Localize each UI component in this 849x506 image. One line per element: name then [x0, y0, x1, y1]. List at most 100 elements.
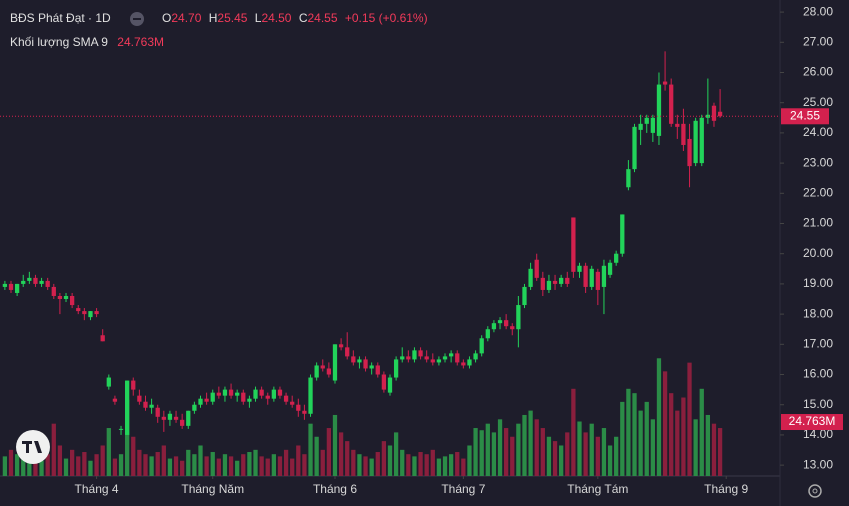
- volume-bar: [540, 428, 545, 476]
- volume-legend: Khối lượng SMA 9 24.763M: [10, 35, 164, 49]
- volume-bar: [571, 388, 576, 476]
- logo-part: [26, 441, 29, 453]
- candle-body: [504, 320, 509, 327]
- candle-body: [662, 81, 668, 85]
- candle-body: [210, 392, 215, 402]
- y-tick-label: 25.00: [803, 95, 833, 109]
- candle-body: [436, 359, 442, 363]
- volume-bar: [436, 458, 442, 476]
- tv-logo[interactable]: [16, 430, 50, 464]
- volume-bar: [14, 454, 20, 476]
- candle-body: [277, 389, 283, 396]
- candle-body: [290, 401, 295, 405]
- volume-bar: [687, 362, 692, 476]
- candle-body: [705, 114, 711, 118]
- candle-body: [173, 416, 179, 420]
- plot-area: [2, 51, 723, 476]
- volume-bar: [393, 432, 399, 476]
- volume-sma-tag: [781, 414, 843, 431]
- volume-bar: [461, 458, 466, 476]
- y-tick-label: 21.00: [803, 216, 833, 230]
- volume-bar: [216, 458, 221, 476]
- candle-body: [418, 350, 423, 357]
- volume-bar: [2, 456, 8, 476]
- candle-body: [198, 398, 203, 405]
- y-tick-label: 18.00: [803, 306, 833, 320]
- candle-body: [369, 365, 374, 369]
- volume-bar: [247, 452, 252, 476]
- candle-body: [51, 286, 56, 296]
- volume-bar: [290, 458, 295, 476]
- y-tick-label: 16.00: [803, 367, 833, 381]
- volume-bar: [644, 401, 649, 476]
- change: +0.15 (+0.61%): [345, 11, 428, 25]
- volume-bar: [253, 449, 258, 476]
- candle-body: [314, 365, 319, 378]
- gear: [808, 484, 822, 498]
- settings-icon[interactable]: [808, 484, 822, 498]
- candle-body: [669, 84, 674, 124]
- candle-body: [442, 356, 448, 360]
- candle-body: [430, 359, 435, 363]
- candle-body: [626, 169, 631, 188]
- volume-bar: [82, 452, 87, 476]
- volume-bar: [632, 393, 637, 476]
- candle-body: [57, 295, 63, 300]
- candle-body: [534, 259, 539, 278]
- volume-bar: [485, 423, 490, 476]
- volume-bar: [131, 436, 136, 476]
- candle-body: [400, 356, 405, 360]
- candle-body: [320, 365, 325, 369]
- volume-bar: [192, 454, 197, 476]
- volume-bar: [381, 441, 387, 476]
- y-tick-label: 24.00: [803, 125, 833, 139]
- volume-bar: [662, 371, 668, 476]
- volume-bar: [504, 428, 509, 476]
- h-label: H: [209, 11, 218, 25]
- candle-body: [717, 111, 723, 117]
- volume-bar: [259, 456, 264, 476]
- volume-bar: [8, 449, 14, 476]
- volume-bar: [143, 454, 148, 476]
- candle-body: [351, 356, 356, 363]
- candle-body: [332, 344, 338, 381]
- candle-body: [27, 277, 32, 281]
- volume-bar: [51, 423, 56, 476]
- candle-body: [479, 338, 484, 354]
- candle-body: [699, 117, 704, 164]
- volume-bar: [112, 458, 118, 476]
- volume-bar: [351, 449, 356, 476]
- y-tick-label: 28.00: [803, 4, 833, 18]
- candle-body: [528, 268, 533, 287]
- volume-bar: [357, 454, 362, 476]
- candle-body: [167, 413, 173, 420]
- candle-body: [522, 286, 527, 306]
- candle-body: [595, 271, 600, 290]
- volume-bar: [271, 454, 276, 476]
- y-tick-label: 17.00: [803, 336, 833, 350]
- x-tick-label: Tháng 9: [704, 482, 748, 496]
- candle-body: [363, 359, 368, 369]
- candle-body: [687, 138, 692, 167]
- volume-bar: [528, 410, 533, 476]
- candle-body: [552, 280, 558, 284]
- candle-body: [296, 404, 301, 411]
- candle-body: [387, 377, 393, 393]
- volume-bar: [222, 454, 228, 476]
- y-tick-label: 13.00: [803, 457, 833, 471]
- volume-bar: [63, 458, 69, 476]
- candle-body: [76, 308, 81, 312]
- volume-bar: [650, 419, 655, 476]
- volume-bar: [33, 452, 38, 476]
- candle-body: [406, 356, 411, 360]
- candle-body: [681, 123, 686, 145]
- volume-bar: [473, 428, 478, 476]
- y-tick-label: 23.00: [803, 155, 833, 169]
- volume-bar: [296, 445, 301, 476]
- volume-bar: [369, 458, 374, 476]
- candle-body: [88, 311, 93, 318]
- candle-body: [571, 217, 576, 272]
- volume-bar: [455, 452, 460, 476]
- candle-body: [583, 265, 588, 287]
